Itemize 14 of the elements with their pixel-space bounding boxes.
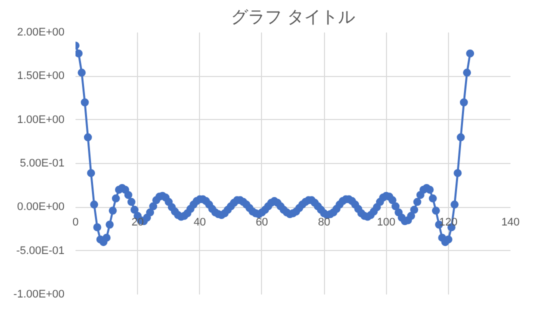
y-tick-label: -1.00E+00 xyxy=(13,288,65,300)
y-tick-label: 2.00E+00 xyxy=(17,26,64,38)
x-tick-label: 140 xyxy=(501,216,520,228)
x-tick-label: 60 xyxy=(256,216,268,228)
y-tick-label: 0.00E+00 xyxy=(17,201,64,214)
x-tick-label: 0 xyxy=(72,216,79,228)
x-tick-label: 100 xyxy=(377,216,396,228)
y-tick-label: 1.50E+00 xyxy=(17,70,64,82)
chart-title: グラフ タイトル xyxy=(230,8,356,28)
y-tick-label: 5.00E-01 xyxy=(20,158,65,170)
y-tick-label: -5.00E-01 xyxy=(16,244,65,257)
x-tick-label: 80 xyxy=(318,216,330,228)
y-tick-label: 1.00E+00 xyxy=(17,114,64,126)
x-tick-label: 40 xyxy=(194,216,206,228)
